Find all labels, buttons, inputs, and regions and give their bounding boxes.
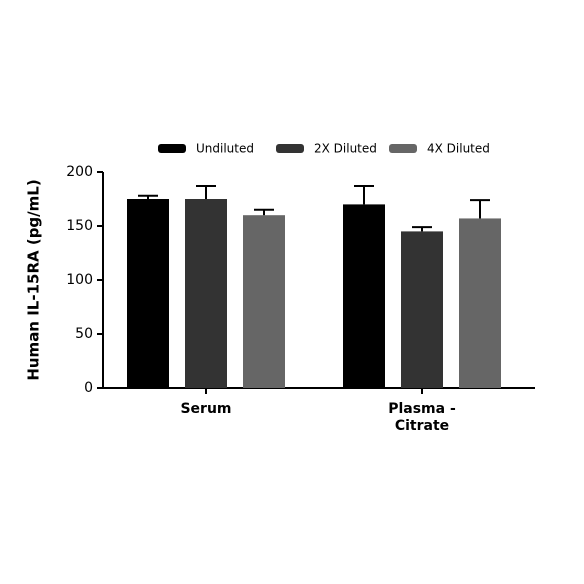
x-tick-label: Serum <box>180 401 232 417</box>
legend-label: Undiluted <box>196 142 254 156</box>
bar <box>185 199 227 388</box>
bar <box>343 204 385 388</box>
bar <box>243 215 285 388</box>
legend-label: 2X Diluted <box>314 142 377 156</box>
legend-label: 4X Diluted <box>427 142 490 156</box>
y-tick-label: 50 <box>75 326 93 342</box>
legend-swatch <box>158 144 186 153</box>
bar <box>401 231 443 388</box>
x-tick-label: Plasma - Citrate <box>388 401 456 434</box>
y-tick-label: 0 <box>84 380 93 396</box>
legend-swatch <box>276 144 304 153</box>
legend-swatch <box>389 144 417 153</box>
bar <box>127 199 169 388</box>
y-tick-label: 100 <box>66 272 93 288</box>
bar <box>459 218 501 388</box>
y-axis-title: Human IL-15RA (pg/mL) <box>25 179 43 380</box>
y-tick-label: 150 <box>66 218 93 234</box>
y-tick-label: 200 <box>66 164 93 180</box>
